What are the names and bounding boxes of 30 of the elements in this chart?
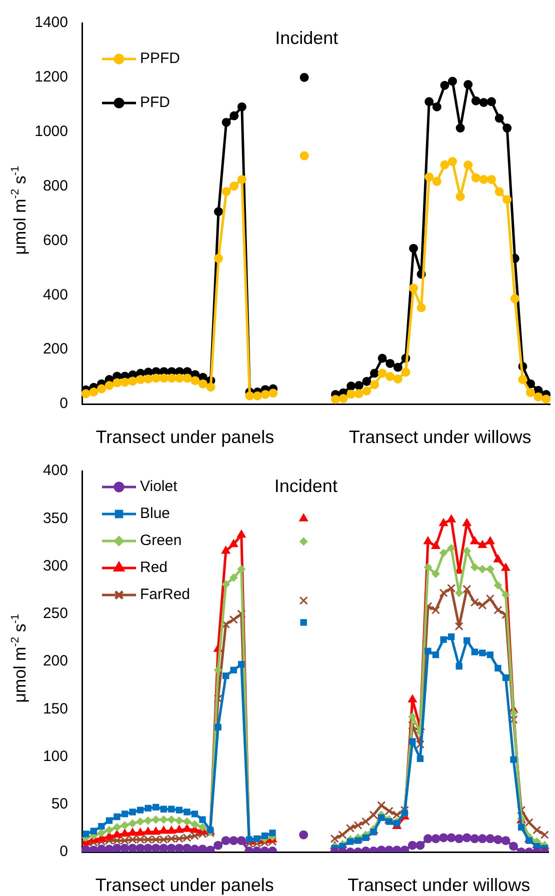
- y-tick-label: 1000: [34, 123, 68, 140]
- annotation: Incident: [274, 476, 338, 496]
- legend-label: PFD: [140, 94, 170, 112]
- text: Transect under willows: [348, 874, 530, 895]
- text: Transect under willows: [348, 426, 532, 447]
- legend-label: Blue: [140, 505, 170, 522]
- legend-label: FarRed: [140, 586, 190, 604]
- y-tick-label: 300: [42, 557, 68, 574]
- y-tick-label: 0: [60, 395, 68, 412]
- y-tick-label: 150: [42, 700, 68, 718]
- y-tick-label: 200: [42, 652, 68, 670]
- text: Transect under panels: [96, 426, 274, 447]
- y-tick-label: 600: [42, 232, 68, 249]
- legend-label: Green: [140, 532, 182, 550]
- y-tick-label: 400: [42, 462, 68, 480]
- y-tick-label: 0: [60, 843, 68, 860]
- annotation: Incident: [275, 28, 338, 48]
- y-tick-label: 350: [42, 510, 68, 527]
- y-tick-label: 100: [42, 748, 68, 765]
- y-tick-label: 1400: [34, 14, 68, 32]
- legend-label: Violet: [140, 478, 178, 496]
- y-tick-label: 250: [42, 605, 68, 622]
- y-tick-label: 200: [42, 340, 68, 358]
- y-tick-label: 1200: [34, 68, 68, 86]
- legend-label: PPFD: [140, 50, 180, 68]
- legend-label: Red: [140, 559, 168, 576]
- y-tick-label: 800: [42, 177, 68, 194]
- y-tick-label: 50: [51, 796, 68, 813]
- y-tick-label: 400: [42, 286, 68, 304]
- text: Transect under panels: [95, 874, 274, 895]
